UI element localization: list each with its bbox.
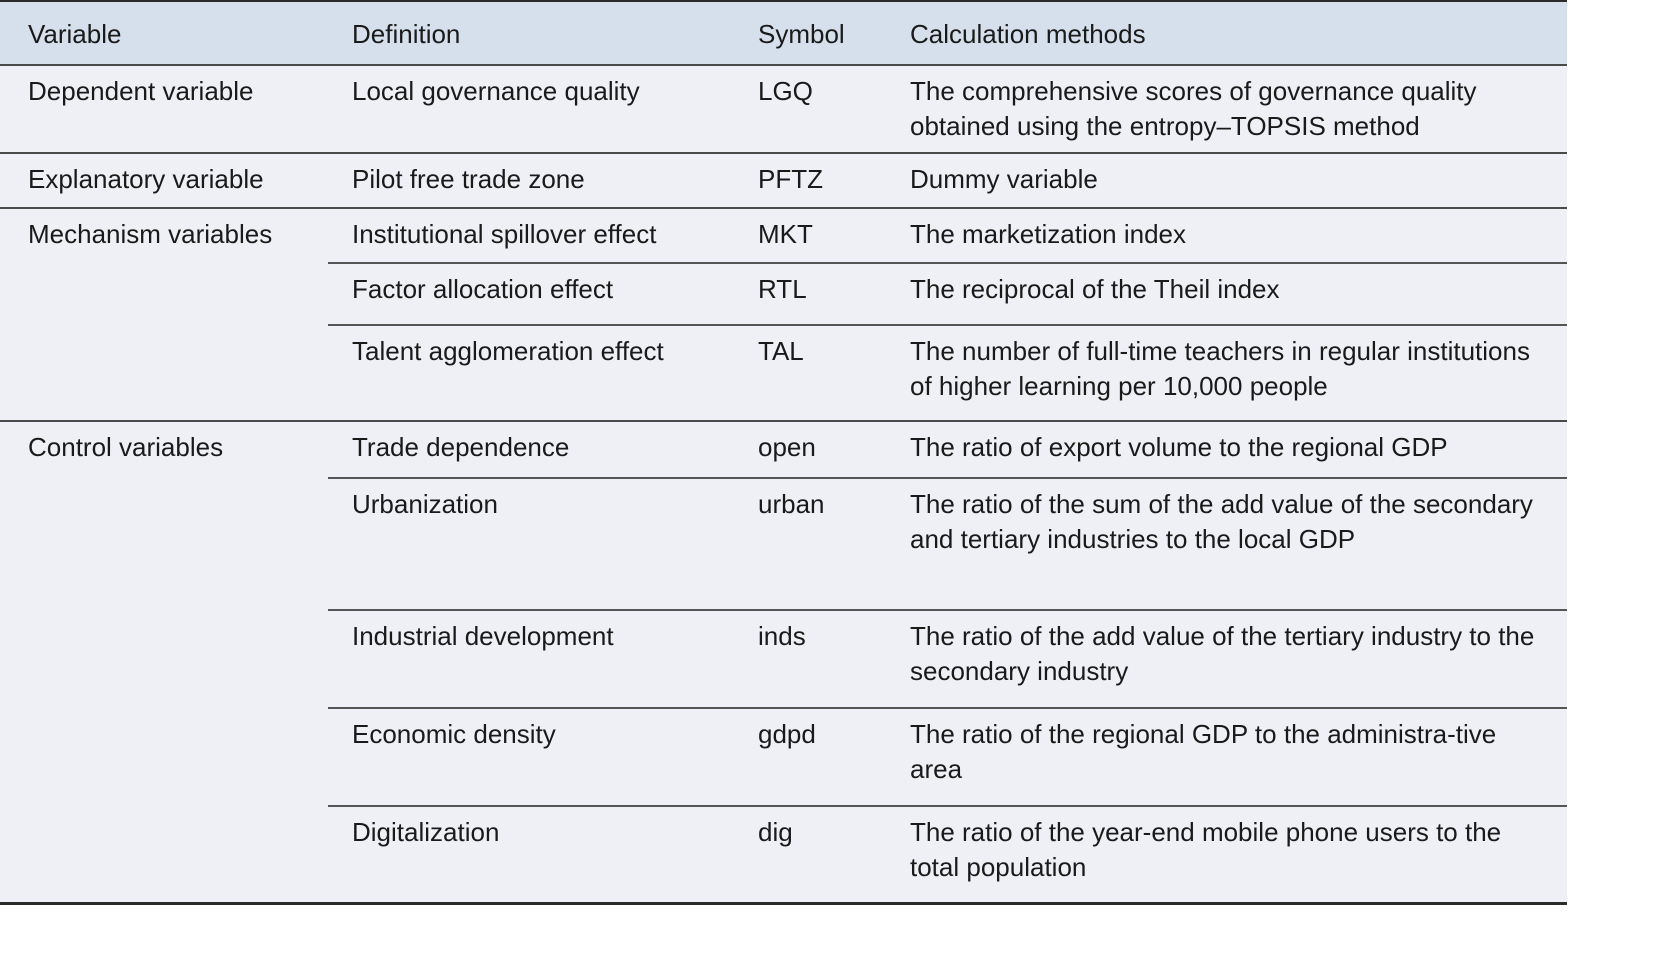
symbol-cell: urban (758, 489, 825, 519)
definition-cell: Digitalization (352, 817, 500, 847)
definition-cell: Economic density (352, 719, 556, 749)
variable-cell: Dependent variable (28, 76, 254, 106)
table-header: Variable Definition Symbol Calculation m… (0, 0, 1567, 66)
variable-cell: Explanatory variable (28, 164, 264, 194)
method-cell: The number of full-time teachers in regu… (910, 336, 1530, 401)
method-cell: The ratio of the year-end mobile phone u… (910, 817, 1502, 882)
variable-cell: Control variables (28, 432, 224, 462)
table-row: Industrial development inds The ratio of… (328, 609, 1567, 707)
method-cell: The marketization index (910, 219, 1187, 249)
table-row: Economic density gdpd The ratio of the r… (328, 707, 1567, 805)
symbol-cell: LGQ (758, 76, 813, 106)
symbol-cell: gdpd (758, 719, 816, 749)
symbol-cell: RTL (758, 274, 807, 304)
symbol-cell: TAL (758, 336, 804, 366)
symbol-cell: inds (758, 621, 806, 651)
table-row: Talent agglomeration effect TAL The numb… (328, 324, 1567, 420)
table-row: Factor allocation effect RTL The recipro… (328, 262, 1567, 324)
method-cell: The ratio of export volume to the region… (910, 432, 1448, 462)
method-cell: Dummy variable (910, 164, 1098, 194)
definition-cell: Local governance quality (352, 76, 640, 106)
table-row: Explanatory variable Pilot free trade zo… (0, 154, 1567, 207)
header-definition: Definition (352, 19, 461, 49)
method-cell: The ratio of the regional GDP to the adm… (910, 719, 1497, 784)
method-cell: The comprehensive scores of governance q… (910, 76, 1477, 141)
table-row: Urbanization urban The ratio of the sum … (328, 477, 1567, 609)
variable-cell: Mechanism variables (28, 219, 273, 249)
definition-cell: Trade dependence (352, 432, 570, 462)
symbol-cell: MKT (758, 219, 813, 249)
definition-cell: Institutional spillover effect (352, 219, 657, 249)
definition-cell: Factor allocation effect (352, 274, 614, 304)
header-variable: Variable (28, 19, 122, 49)
symbol-cell: dig (758, 817, 793, 847)
definition-cell: Pilot free trade zone (352, 164, 585, 194)
method-cell: The ratio of the sum of the add value of… (910, 489, 1533, 554)
definition-cell: Talent agglomeration effect (352, 336, 664, 366)
group-dependent: Dependent variable Local governance qual… (0, 66, 1567, 154)
definition-cell: Industrial development (352, 621, 614, 651)
group-control: Control variables Trade dependence open … (0, 422, 1567, 905)
table-row: Dependent variable Local governance qual… (0, 66, 1567, 152)
group-explanatory: Explanatory variable Pilot free trade zo… (0, 154, 1567, 209)
method-cell: The ratio of the add value of the tertia… (910, 621, 1535, 686)
header-symbol: Symbol (758, 19, 845, 49)
table-row: Institutional spillover effect MKT The m… (0, 209, 1567, 262)
table-row: Trade dependence open The ratio of expor… (0, 422, 1567, 477)
table-row: Digitalization dig The ratio of the year… (328, 805, 1567, 902)
definition-cell: Urbanization (352, 489, 498, 519)
method-cell: The reciprocal of the Theil index (910, 274, 1280, 304)
group-mechanism: Mechanism variables Institutional spillo… (0, 209, 1567, 422)
symbol-cell: open (758, 432, 816, 462)
variables-table: Variable Definition Symbol Calculation m… (0, 0, 1567, 905)
symbol-cell: PFTZ (758, 164, 823, 194)
header-calculation-methods: Calculation methods (910, 19, 1146, 49)
